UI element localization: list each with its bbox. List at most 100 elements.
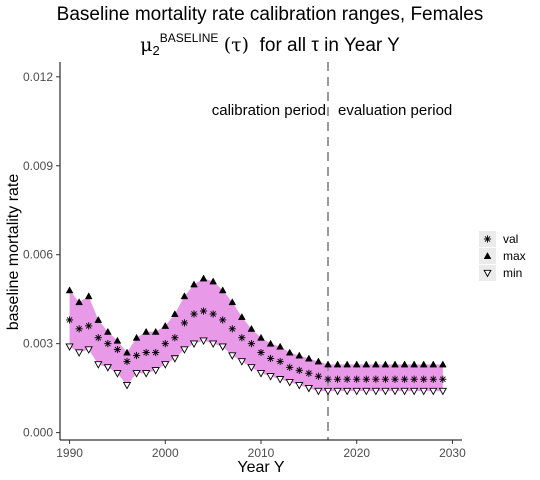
y-tick-label: 0.009 bbox=[23, 159, 53, 173]
label-layer: calibration period evaluation period Yea… bbox=[5, 102, 452, 476]
point-val-2017 bbox=[324, 375, 332, 383]
point-max-2007 bbox=[228, 298, 237, 306]
point-val-2022 bbox=[372, 375, 380, 383]
point-min-2022 bbox=[371, 387, 381, 396]
point-val-2007 bbox=[228, 325, 236, 333]
point-max-2018 bbox=[333, 360, 342, 368]
point-max-2006 bbox=[218, 286, 227, 294]
point-min-2019 bbox=[342, 387, 352, 396]
point-max-2023 bbox=[381, 360, 390, 368]
point-val-2010 bbox=[257, 348, 265, 357]
point-val-2003 bbox=[190, 310, 198, 318]
marker-layer bbox=[65, 274, 448, 396]
point-min-2007 bbox=[228, 352, 237, 360]
point-min-2029 bbox=[438, 387, 448, 396]
point-max-1994 bbox=[104, 327, 112, 335]
point-val-2001 bbox=[171, 334, 179, 342]
point-max-2010 bbox=[257, 333, 265, 341]
point-val-2004 bbox=[199, 307, 208, 315]
point-min-1999 bbox=[151, 367, 160, 375]
point-min-2004 bbox=[199, 337, 208, 346]
chart-subtitle: μ2BASELINE (τ) for all τ in Year Y bbox=[0, 31, 540, 58]
subtitle-tau: (τ) bbox=[223, 34, 250, 56]
point-min-2008 bbox=[237, 358, 247, 366]
point-max-2002 bbox=[180, 292, 189, 300]
point-min-2016 bbox=[314, 387, 323, 396]
point-max-2013 bbox=[285, 348, 294, 356]
x-tick-label: 2000 bbox=[152, 446, 179, 460]
point-val-2025 bbox=[400, 375, 409, 383]
point-max-2026 bbox=[410, 360, 418, 368]
legend: val max min bbox=[479, 231, 526, 281]
point-max-2011 bbox=[266, 339, 275, 347]
point-val-2026 bbox=[410, 375, 418, 383]
point-val-2009 bbox=[247, 340, 256, 348]
point-max-2005 bbox=[209, 277, 217, 285]
point-min-2003 bbox=[189, 340, 199, 348]
point-min-2028 bbox=[429, 387, 438, 396]
point-val-2016 bbox=[314, 372, 323, 380]
point-max-2012 bbox=[276, 342, 284, 350]
point-min-2017 bbox=[323, 387, 333, 396]
point-val-2005 bbox=[209, 310, 217, 318]
point-min-2006 bbox=[218, 343, 227, 351]
point-min-2015 bbox=[304, 384, 314, 393]
x-tick-label: 1990 bbox=[56, 446, 83, 460]
point-max-2020 bbox=[352, 360, 361, 368]
point-min-2010 bbox=[256, 370, 266, 378]
point-max-1999 bbox=[151, 327, 160, 335]
point-max-2000 bbox=[161, 321, 170, 329]
subtitle-subscript: 2 bbox=[152, 43, 160, 58]
point-min-2018 bbox=[333, 387, 342, 396]
legend-key-min bbox=[483, 269, 492, 278]
y-tick-label: 0.000 bbox=[23, 426, 53, 440]
point-val-1994 bbox=[104, 340, 112, 348]
point-min-2013 bbox=[285, 379, 294, 387]
x-tick-label: 2020 bbox=[343, 446, 370, 460]
point-max-1995 bbox=[113, 336, 122, 344]
point-val-1991 bbox=[75, 325, 83, 333]
series-val bbox=[65, 307, 447, 383]
point-max-1998 bbox=[142, 327, 150, 335]
point-max-2009 bbox=[247, 324, 256, 332]
point-val-2012 bbox=[276, 357, 284, 366]
point-min-2020 bbox=[352, 387, 361, 396]
y-tick-label: 0.012 bbox=[23, 70, 53, 84]
point-val-2002 bbox=[180, 319, 189, 327]
point-min-2026 bbox=[409, 387, 419, 396]
point-val-2014 bbox=[295, 366, 303, 374]
point-val-2013 bbox=[286, 363, 294, 371]
point-val-2015 bbox=[305, 369, 313, 377]
point-val-1990 bbox=[65, 316, 74, 324]
point-max-2015 bbox=[305, 354, 313, 362]
x-axis-label: Year Y bbox=[237, 459, 284, 476]
point-min-2009 bbox=[247, 364, 256, 372]
point-min-1998 bbox=[141, 370, 151, 378]
point-min-2000 bbox=[161, 361, 170, 369]
point-max-2024 bbox=[391, 360, 399, 368]
point-val-1996 bbox=[123, 357, 131, 366]
point-max-2022 bbox=[372, 360, 380, 368]
point-val-2008 bbox=[238, 334, 246, 342]
legend-key-val bbox=[483, 235, 492, 243]
point-min-2021 bbox=[362, 387, 371, 396]
point-max-2017 bbox=[324, 360, 332, 368]
point-max-2004 bbox=[199, 274, 208, 282]
point-min-1997 bbox=[132, 370, 141, 378]
annotation-calibration: calibration period bbox=[212, 102, 326, 119]
point-min-2025 bbox=[400, 387, 409, 396]
point-max-2025 bbox=[400, 360, 409, 368]
point-min-2005 bbox=[208, 340, 218, 348]
point-max-1993 bbox=[94, 316, 103, 323]
point-min-1992 bbox=[84, 346, 93, 354]
chart-title: Baseline mortality rate calibration rang… bbox=[56, 4, 484, 25]
legend-key-max bbox=[483, 252, 492, 259]
point-min-1996 bbox=[122, 381, 132, 390]
point-val-1993 bbox=[94, 334, 102, 342]
point-max-2019 bbox=[343, 360, 351, 368]
subtitle-symbol: μ bbox=[140, 34, 153, 56]
point-min-1995 bbox=[113, 370, 122, 378]
point-val-2020 bbox=[353, 375, 361, 383]
y-tick-label: 0.006 bbox=[23, 248, 53, 262]
